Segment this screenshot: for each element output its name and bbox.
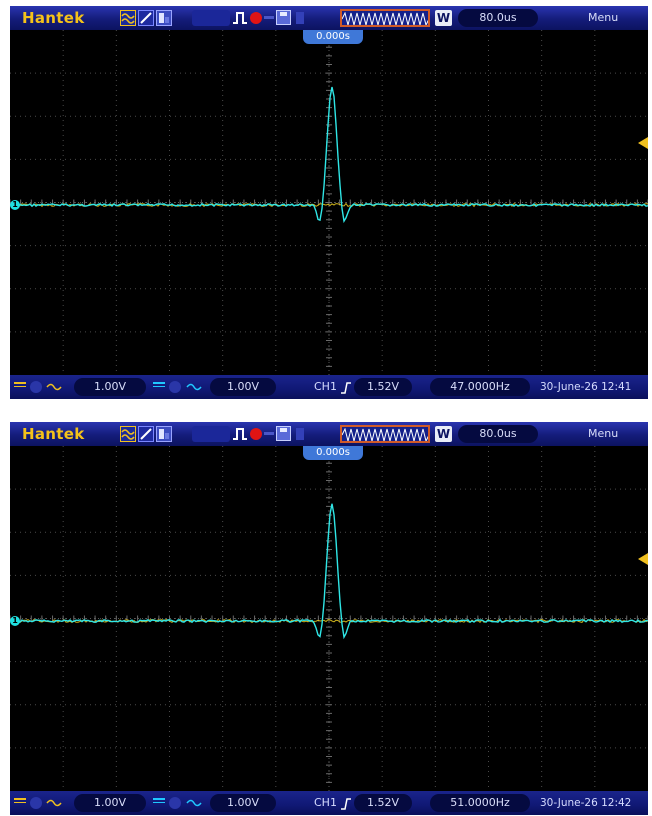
ch2-volts-div[interactable]: 1.00V: [210, 794, 276, 812]
grid-lines: [10, 30, 648, 375]
ch1-coupling-icon[interactable]: [13, 796, 27, 810]
save-icon[interactable]: [276, 426, 291, 441]
bottom-status-bar: 1.00V 1.00V CH1 1.52V 47.0000Hz 30-June-…: [10, 375, 648, 399]
ch1-bw-limit-icon[interactable]: [30, 381, 42, 393]
status-box: [192, 426, 230, 442]
ch2-acdc-icon[interactable]: [186, 796, 202, 810]
trigger-time-marker[interactable]: 0.000s: [303, 30, 363, 44]
save-icon[interactable]: [276, 10, 291, 25]
ch2-coupling-icon[interactable]: [152, 380, 166, 394]
date-time: 30-June-26 12:42: [540, 797, 632, 809]
run-stop-icon[interactable]: [250, 12, 262, 24]
ch2-volts-div[interactable]: 1.00V: [210, 378, 276, 396]
ch1-acdc-icon[interactable]: [46, 380, 62, 394]
xy-mode-icon[interactable]: [138, 426, 154, 442]
trigger-time-marker[interactable]: 0.000s: [303, 446, 363, 460]
separator-icon: [264, 432, 274, 435]
ch2-coupling-icon[interactable]: [152, 796, 166, 810]
waveform-grid: [10, 446, 648, 791]
waveform-grid: [10, 30, 648, 375]
bottom-status-bar: 1.00V 1.00V CH1 1.52V 51.0000Hz 30-June-…: [10, 791, 648, 815]
timebase-strip-icon[interactable]: [340, 425, 430, 443]
trigger-source[interactable]: CH1: [314, 380, 337, 393]
ch1-bw-limit-icon[interactable]: [30, 797, 42, 809]
run-stop-icon[interactable]: [250, 428, 262, 440]
ch1-coupling-icon[interactable]: [13, 380, 27, 394]
ch1-level-marker[interactable]: 1: [10, 616, 20, 626]
ch2-bw-limit-icon[interactable]: [169, 381, 181, 393]
ch1-trace: [10, 503, 648, 640]
mode-icons: [120, 10, 172, 26]
grid-lines: [10, 446, 648, 791]
oscilloscope-screen-2: Hantek W 80.0us Menu 0.000s 1: [10, 422, 648, 815]
ch1-acdc-icon[interactable]: [46, 796, 62, 810]
timebase-strip-icon[interactable]: [340, 9, 430, 27]
trigger-level-marker[interactable]: [638, 137, 648, 149]
rising-edge-icon[interactable]: [340, 380, 352, 394]
trigger-level-value[interactable]: 1.52V: [354, 378, 412, 396]
mode-icons: [120, 426, 172, 442]
ch1-trace: [10, 86, 648, 224]
timebase-value[interactable]: 80.0us: [458, 425, 538, 443]
brand-logo: Hantek: [22, 425, 85, 443]
usb-icon: [296, 428, 304, 440]
menu-button[interactable]: Menu: [588, 427, 619, 440]
cursor-icon[interactable]: [156, 10, 172, 26]
pulse-icon[interactable]: [232, 426, 248, 442]
timebase-value[interactable]: 80.0us: [458, 9, 538, 27]
cursor-icon[interactable]: [156, 426, 172, 442]
trigger-level-value[interactable]: 1.52V: [354, 794, 412, 812]
top-toolbar: Hantek W 80.0us Menu: [10, 422, 648, 446]
trigger-source[interactable]: CH1: [314, 796, 337, 809]
brand-logo: Hantek: [22, 9, 85, 27]
oscilloscope-screen-1: Hantek W 80.0us Menu 0.000s 1: [10, 6, 648, 399]
xy-mode-icon[interactable]: [138, 10, 154, 26]
top-toolbar: Hantek W 80.0us Menu: [10, 6, 648, 30]
pulse-icon[interactable]: [232, 10, 248, 26]
ch2-acdc-icon[interactable]: [186, 380, 202, 394]
ch1-volts-div[interactable]: 1.00V: [74, 794, 146, 812]
ch1-level-marker[interactable]: 1: [10, 200, 20, 210]
usb-icon: [296, 12, 304, 24]
rising-edge-icon[interactable]: [340, 796, 352, 810]
frequency-readout: 51.0000Hz: [430, 794, 530, 812]
ac-coupling-icon[interactable]: [120, 426, 136, 442]
window-zoom-button[interactable]: W: [435, 426, 452, 442]
window-zoom-button[interactable]: W: [435, 10, 452, 26]
frequency-readout: 47.0000Hz: [430, 378, 530, 396]
status-box: [192, 10, 230, 26]
trigger-level-marker[interactable]: [638, 553, 648, 565]
ch1-volts-div[interactable]: 1.00V: [74, 378, 146, 396]
date-time: 30-June-26 12:41: [540, 381, 632, 393]
menu-button[interactable]: Menu: [588, 11, 619, 24]
separator-icon: [264, 16, 274, 19]
ac-coupling-icon[interactable]: [120, 10, 136, 26]
ch2-bw-limit-icon[interactable]: [169, 797, 181, 809]
